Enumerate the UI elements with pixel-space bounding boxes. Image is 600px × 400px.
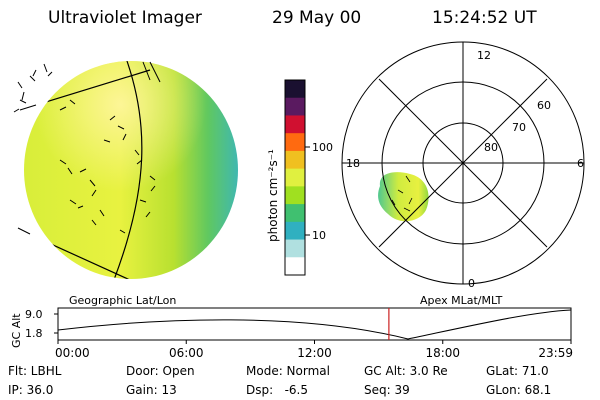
observation-time: 15:24:52 UT (432, 8, 537, 28)
mlt-label-18: 18 (346, 157, 360, 170)
colorbar-swatch (285, 186, 305, 205)
param-seq: Seq: 39 (364, 383, 410, 397)
aurora-blob (378, 172, 429, 222)
colorbar-label: photon cm⁻²s⁻¹ (266, 149, 280, 242)
altitude-xtick-label: 12:00 (297, 346, 332, 360)
colorbar-tick-10: 10 (312, 229, 326, 242)
param-gc-alt: GC Alt: 3.0 Re (364, 364, 448, 378)
colorbar-swatch (285, 150, 305, 170)
altitude-xtick-label: 06:00 (169, 346, 204, 360)
param-glat: GLat: 71.0 (486, 364, 549, 378)
mlat-label-60: 60 (537, 99, 551, 112)
colorbar-swatch (285, 204, 305, 223)
param-ip: IP: 36.0 (8, 383, 53, 397)
param-glon: GLon: 68.1 (486, 383, 551, 397)
colorbar-swatch (285, 168, 305, 187)
right-panel-title: Apex MLat/MLT (420, 294, 503, 307)
colorbar-tick-100: 100 (312, 141, 333, 154)
mlt-label-0: 0 (468, 277, 475, 290)
mlat-label-70: 70 (512, 121, 526, 134)
left-panel-title: Geographic Lat/Lon (69, 294, 176, 307)
earth-image (13, 61, 238, 279)
altitude-ylabel: GC Alt (10, 313, 23, 348)
mlt-label-12: 12 (477, 49, 491, 62)
parameter-readout: Flt: LBHL Door: Open Mode: Normal GC Alt… (8, 364, 551, 397)
observation-date: 29 May 00 (272, 8, 361, 28)
param-gain: Gain: 13 (126, 383, 177, 397)
altitude-xtick-label: 18:00 (425, 346, 460, 360)
altitude-ytick-1-8: 1.8 (25, 327, 43, 340)
colorbar: 100 10 photon cm⁻²s⁻¹ (266, 79, 333, 276)
altitude-xtick-label: 00:00 (55, 346, 90, 360)
colorbar-swatch (285, 115, 305, 134)
polar-plot: 12 18 6 0 60 70 80 (341, 41, 585, 290)
colorbar-swatch (285, 80, 305, 99)
altitude-xtick-label: 23:59 (538, 346, 573, 360)
altitude-plot: 9.0 1.8 GC Alt 00:00 06:00 12:00 18:00 23:59 (10, 307, 573, 360)
mlt-label-6: 6 (577, 157, 584, 170)
param-filter: Flt: LBHL (8, 364, 62, 378)
colorbar-swatch (285, 133, 305, 152)
outer-coastline (13, 61, 161, 235)
param-dsp: Dsp: -6.5 (246, 383, 308, 397)
colorbar-swatch (285, 97, 305, 116)
param-door: Door: Open (126, 364, 195, 378)
colorbar-swatch (285, 221, 305, 241)
colorbar-swatch (285, 257, 305, 276)
param-mode: Mode: Normal (246, 364, 330, 378)
colorbar-swatch (285, 239, 305, 258)
altitude-ytick-9: 9.0 (25, 308, 43, 321)
altitude-curve (57, 309, 572, 340)
mlat-label-80: 80 (484, 141, 498, 154)
instrument-title: Ultraviolet Imager (48, 8, 202, 28)
